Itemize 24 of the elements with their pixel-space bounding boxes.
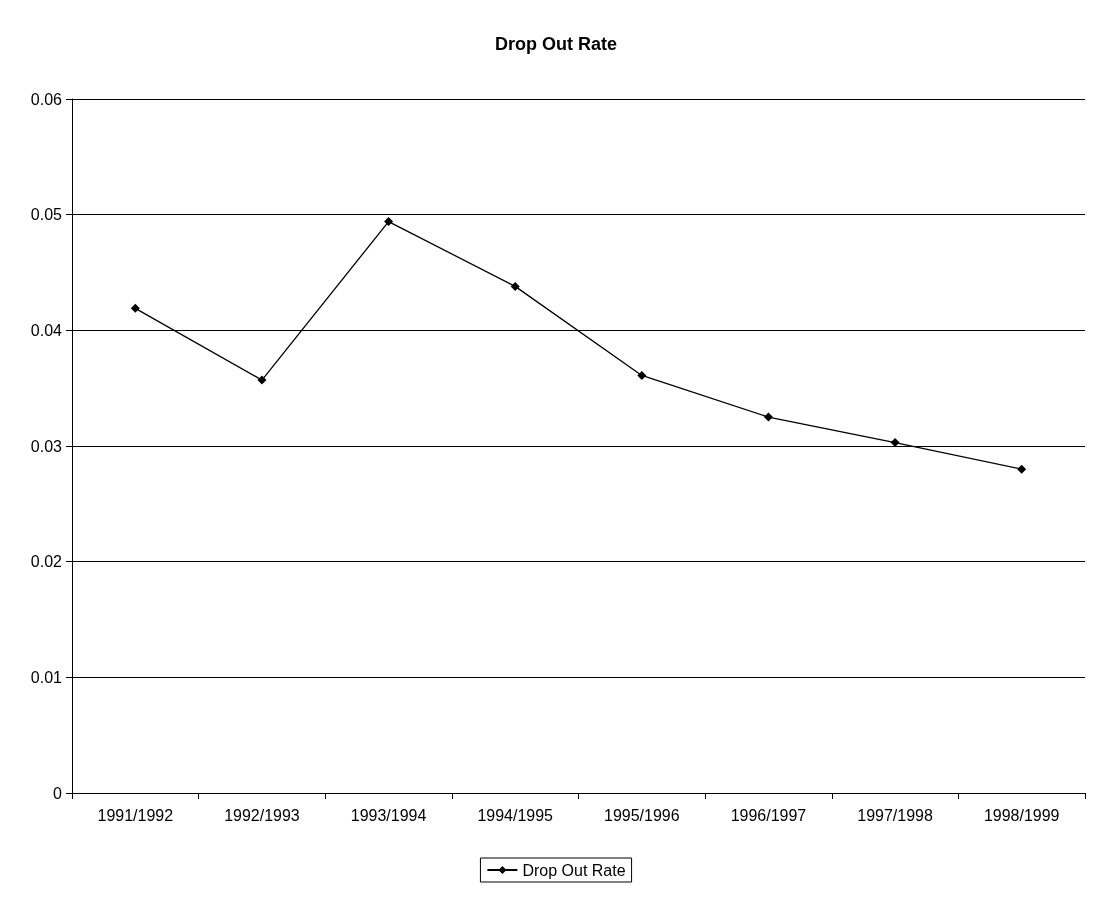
point bbox=[257, 375, 267, 385]
y-tick-label: 0.03 bbox=[30, 437, 63, 455]
point bbox=[384, 217, 394, 227]
x-tick-label: 1997/1998 bbox=[857, 806, 933, 824]
x-tick-label: 1992/1993 bbox=[224, 806, 300, 824]
point bbox=[130, 303, 140, 313]
x-tick-label: 1998/1999 bbox=[983, 806, 1060, 824]
point bbox=[637, 370, 647, 380]
point bbox=[1017, 464, 1027, 474]
y-tick-label: 0.01 bbox=[30, 668, 63, 686]
x-tick-label: 1994/1995 bbox=[477, 806, 554, 824]
y-tick-label: 0.04 bbox=[30, 321, 63, 339]
x-tick-label: 1993/1994 bbox=[350, 806, 427, 824]
legend-label: Drop Out Rate bbox=[522, 861, 626, 879]
y-tick-label: 0.05 bbox=[30, 206, 63, 224]
point bbox=[763, 412, 773, 422]
y-tick-label: 0.02 bbox=[30, 553, 63, 571]
y-tick-label: 0.06 bbox=[30, 90, 63, 108]
x-tick-label: 1996/1997 bbox=[730, 806, 807, 824]
point bbox=[510, 281, 520, 291]
x-tick-label: 1995/1996 bbox=[603, 806, 680, 824]
y-tick-label: 0 bbox=[53, 784, 63, 802]
chart-title: Drop Out Rate bbox=[494, 34, 618, 54]
x-tick-label: 1991/1992 bbox=[97, 806, 174, 824]
